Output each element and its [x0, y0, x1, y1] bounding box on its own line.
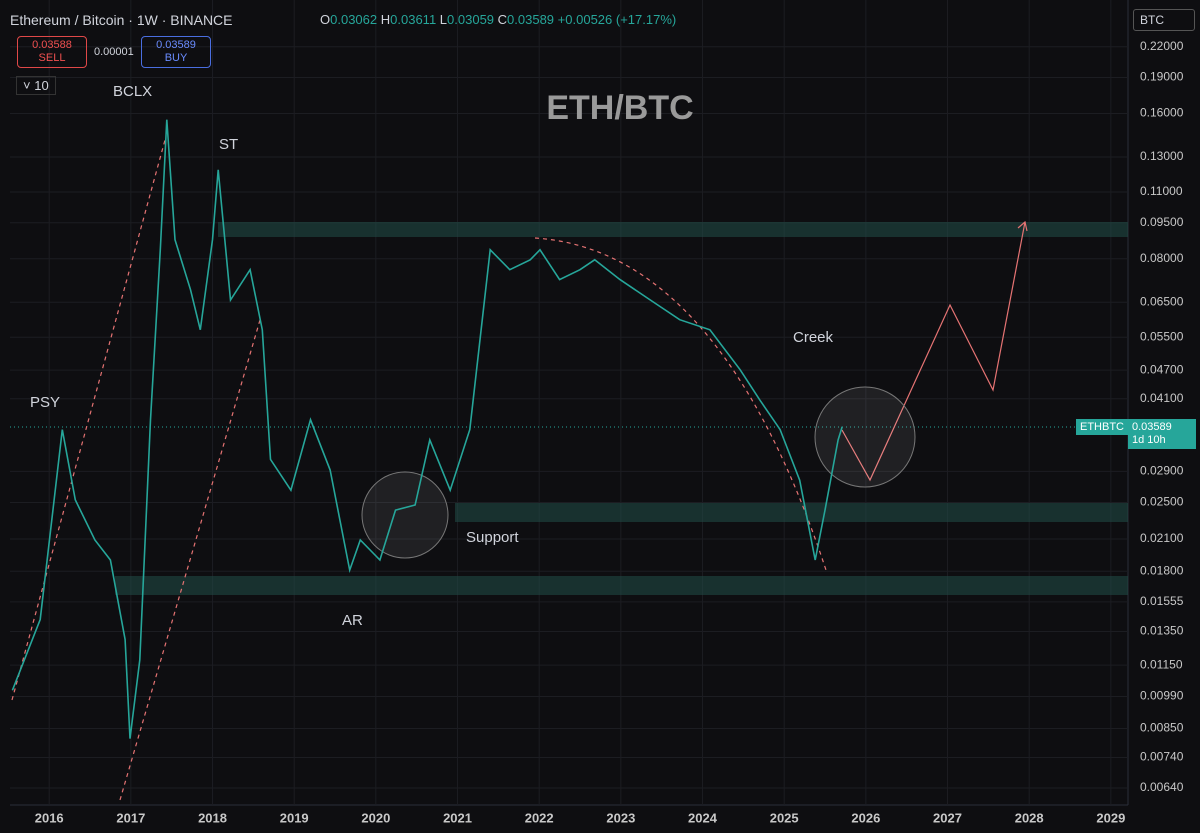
low: 0.03059	[447, 12, 495, 27]
y-tick-label: 0.09500	[1140, 215, 1184, 229]
annotation: PSY	[30, 394, 60, 411]
y-tick-label: 0.13000	[1140, 149, 1184, 163]
symbol-tag: ETHBTC	[1076, 419, 1128, 435]
annotation: Creek	[793, 329, 834, 346]
y-tick-label: 0.11000	[1140, 184, 1183, 198]
resistance-zone	[218, 222, 1128, 237]
buy-button[interactable]: 0.03589 BUY	[141, 36, 211, 68]
sell-price: 0.03588	[32, 39, 72, 51]
annotations: BCLX ST PSY Creek Support AR	[30, 83, 834, 629]
sell-button[interactable]: 0.03588 SELL	[17, 36, 87, 68]
currency-select[interactable]: BTC	[1133, 9, 1195, 31]
ohlc: O0.03062 H0.03611 L0.03059 C0.03589 +0.0…	[320, 12, 676, 27]
y-tick-label: 0.16000	[1140, 106, 1184, 120]
sell-label: SELL	[38, 52, 66, 64]
x-tick-label: 2026	[851, 810, 880, 825]
annotation: AR	[342, 612, 363, 629]
highlight-circle	[814, 386, 916, 488]
high: 0.03611	[390, 12, 437, 27]
price-line	[11, 119, 843, 739]
buy-price: 0.03589	[156, 39, 196, 51]
y-tick-label: 0.01555	[1140, 594, 1184, 608]
label: H	[380, 12, 391, 27]
currency: BTC	[1140, 13, 1164, 27]
y-tick-label: 0.00640	[1140, 780, 1184, 794]
x-tick-label: 2022	[525, 810, 554, 825]
y-tick-label: 0.00740	[1140, 750, 1184, 764]
y-tick-label: 0.22000	[1140, 39, 1184, 53]
x-tick-label: 2023	[606, 810, 635, 825]
highlight-circle	[361, 471, 449, 559]
annotation: BCLX	[113, 83, 152, 100]
quantity[interactable]: ˅ 10	[16, 76, 56, 95]
price-tag: 0.03589 1d 10h	[1128, 419, 1196, 449]
chart-title: ETH/BTC	[546, 89, 693, 127]
support-zone	[455, 503, 1128, 522]
x-tick-label: 2016	[35, 810, 64, 825]
x-tick-label: 2029	[1096, 810, 1125, 825]
x-tick-label: 2017	[116, 810, 145, 825]
y-tick-label: 0.00850	[1140, 721, 1184, 735]
x-tick-label: 2025	[770, 810, 799, 825]
label: L	[439, 12, 448, 27]
y-tick-label: 0.02900	[1140, 464, 1184, 478]
buy-label: BUY	[164, 52, 188, 64]
trend-line	[119, 319, 261, 801]
symbol: Ethereum / Bitcoin · 1W · BINANCE	[10, 12, 233, 28]
y-tick-label: 0.00990	[1140, 689, 1184, 703]
x-tick-label: 2021	[443, 810, 472, 825]
price: 0.03589	[1132, 421, 1172, 433]
y-tick-label: 0.05500	[1140, 329, 1184, 343]
projection	[841, 220, 1028, 482]
label: O	[320, 12, 331, 27]
y-tick-label: 0.08000	[1140, 251, 1184, 265]
label: C	[497, 12, 508, 27]
y-tick-label: 0.01800	[1140, 563, 1184, 577]
change: +0.00526 (+17.17%)	[557, 12, 677, 27]
x-tick-label: 2027	[933, 810, 962, 825]
y-tick-label: 0.19000	[1140, 70, 1184, 84]
y-tick-label: 0.01350	[1140, 624, 1184, 638]
zones	[115, 222, 1128, 595]
countdown: 1d 10h	[1132, 434, 1166, 446]
y-tick-label: 0.02500	[1140, 495, 1184, 509]
close: 0.03589	[507, 12, 555, 27]
y-tick-label: 0.02100	[1140, 531, 1184, 545]
y-tick-label: 0.06500	[1140, 294, 1184, 308]
symbol-info: Ethereum / Bitcoin · 1W · BINANCE	[10, 12, 233, 28]
x-tick-label: 2024	[688, 810, 718, 825]
price-axis	[1128, 0, 1200, 833]
trend-line	[11, 139, 166, 701]
x-tick-label: 2020	[361, 810, 390, 825]
y-tick-label: 0.04100	[1140, 391, 1184, 405]
x-tick-label: 2018	[198, 810, 227, 825]
quantity-value: 10	[34, 78, 49, 93]
annotation: ST	[219, 136, 238, 153]
x-tick-label: 2028	[1015, 810, 1044, 825]
annotation: Support	[466, 529, 519, 546]
low-zone	[115, 576, 1128, 595]
spread: 0.00001	[94, 46, 134, 58]
y-tick-label: 0.04700	[1140, 362, 1184, 376]
open: 0.03062	[330, 12, 378, 27]
x-tick-label: 2019	[280, 810, 309, 825]
y-tick-label: 0.01150	[1140, 657, 1183, 671]
